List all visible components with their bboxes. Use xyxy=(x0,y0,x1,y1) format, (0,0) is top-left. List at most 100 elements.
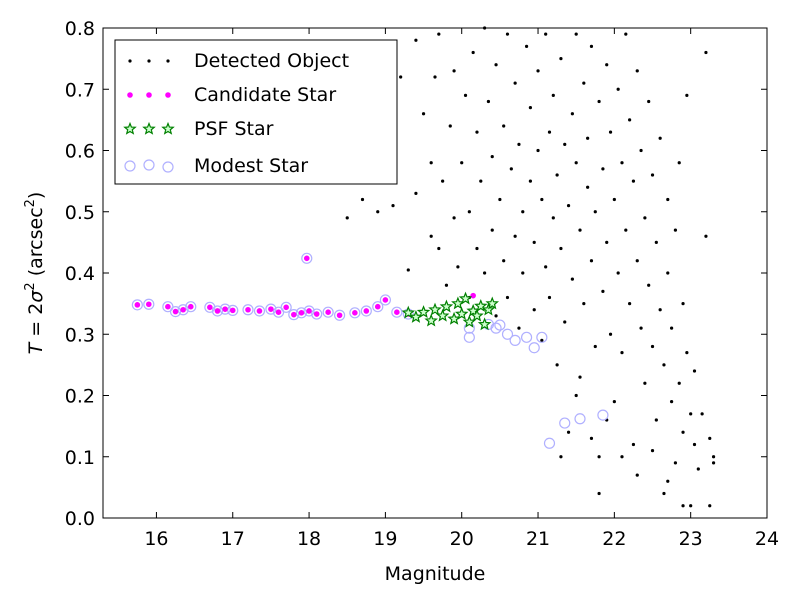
x-axis-ticks: 16 17 18 19 20 21 22 23 24 xyxy=(144,28,779,550)
detected-object-point xyxy=(689,504,693,508)
detected-object-point xyxy=(666,197,670,202)
detected-object-point xyxy=(704,234,708,238)
detected-object-point xyxy=(624,228,628,232)
detected-object-point xyxy=(406,268,410,272)
detected-object-point xyxy=(616,271,620,275)
detected-object-point xyxy=(532,308,536,312)
detected-object-point xyxy=(559,57,563,61)
detected-object-point xyxy=(345,216,349,220)
x-tick-label: 16 xyxy=(144,528,168,550)
detected-object-point xyxy=(635,473,639,477)
y-axis-label: T = 2σ2 (arcsec2) xyxy=(23,192,47,355)
detected-object-point xyxy=(566,204,571,208)
candidate-star-point xyxy=(306,308,312,314)
candidate-star-point xyxy=(325,309,331,316)
detected-object-point xyxy=(658,136,662,140)
x-tick-label: 20 xyxy=(450,528,474,550)
modest-star-point xyxy=(131,299,143,311)
legend-marker-candidate xyxy=(127,92,171,98)
detected-object-point xyxy=(639,326,643,330)
detected-object-point xyxy=(593,344,597,349)
modest-star-point xyxy=(242,304,254,316)
detected-object-point xyxy=(483,271,487,275)
candidate-star-point xyxy=(275,309,282,316)
detected-object-point xyxy=(711,461,716,465)
detected-object-point xyxy=(505,295,510,300)
detected-object-point xyxy=(700,412,704,416)
candidate-star-point xyxy=(470,292,476,299)
detected-object-point xyxy=(574,161,578,165)
detected-object-point xyxy=(494,63,498,67)
psf-star-point xyxy=(485,296,500,310)
y-axis-label-T: T xyxy=(25,341,47,354)
detected-object-point xyxy=(593,210,597,214)
psf-star-point xyxy=(428,302,442,316)
detected-object-point xyxy=(628,302,632,306)
detected-object-point xyxy=(612,400,616,404)
modest-star-point xyxy=(211,305,224,317)
modest-star-point xyxy=(574,413,586,425)
x-tick-label: 21 xyxy=(526,528,550,550)
y-tick-label: 0.0 xyxy=(65,508,95,530)
psf-star-point xyxy=(435,308,450,322)
legend-dot xyxy=(127,92,133,98)
y-tick-label: 0.6 xyxy=(65,141,95,163)
detected-object-point xyxy=(681,504,685,508)
candidate-star-point xyxy=(172,308,179,315)
psf-star-point xyxy=(477,317,492,331)
candidate-star-point xyxy=(374,303,381,310)
detected-object-point xyxy=(639,148,643,153)
y-axis-label-eq: = 2 xyxy=(25,303,47,343)
legend-dot xyxy=(146,92,152,98)
modest-star-series xyxy=(131,252,609,449)
detected-object-point xyxy=(650,344,655,349)
legend-star xyxy=(123,121,137,135)
detected-object-point xyxy=(692,369,697,373)
detected-object-point xyxy=(399,75,403,79)
detected-object-point xyxy=(608,130,613,134)
detected-object-point xyxy=(555,173,559,177)
y-tick-label: 0.4 xyxy=(65,263,95,285)
detected-object-point xyxy=(490,228,494,232)
modest-star-point xyxy=(543,437,556,449)
psf-star-point xyxy=(447,311,461,325)
candidate-star-point xyxy=(336,312,343,319)
detected-object-point xyxy=(597,491,601,496)
y-axis-label-sigma: σ xyxy=(25,290,47,303)
x-axis-label: Magnitude xyxy=(385,563,486,585)
detected-object-point xyxy=(563,142,567,146)
detected-object-point xyxy=(463,93,468,97)
detected-object-point xyxy=(708,504,712,508)
detected-object-point xyxy=(551,216,555,220)
detected-object-point xyxy=(429,234,433,238)
candidate-star-point xyxy=(165,303,171,310)
detected-object-point xyxy=(391,204,395,208)
detected-object-point xyxy=(452,69,456,73)
modest-star-point xyxy=(322,306,334,318)
detected-object-point xyxy=(524,44,529,48)
modest-star-point xyxy=(372,301,384,313)
modest-star-point xyxy=(253,305,266,317)
y-tick-label: 0.7 xyxy=(65,79,95,101)
legend-marker-psf xyxy=(123,121,175,135)
detected-object-point xyxy=(444,283,449,287)
candidate-star-point xyxy=(303,255,310,262)
candidate-star-point xyxy=(229,307,236,314)
detected-object-point xyxy=(505,32,510,36)
modest-star-point xyxy=(169,305,182,318)
psf-star-point xyxy=(409,309,423,323)
detected-object-point xyxy=(685,93,689,97)
modest-star-point xyxy=(501,328,514,340)
psf-star-point xyxy=(424,313,438,327)
y-axis-label-unit-exp: 2 xyxy=(23,199,38,207)
detected-object-point xyxy=(586,185,590,189)
detected-object-point xyxy=(559,246,563,251)
psf-star-point xyxy=(451,296,465,310)
detected-object-point xyxy=(666,479,670,483)
modest-star-point xyxy=(528,342,540,354)
detected-object-point xyxy=(509,167,513,171)
detected-object-point xyxy=(620,161,624,165)
detected-object-point xyxy=(708,436,712,440)
legend-marker-detected xyxy=(128,59,170,63)
detected-object-point xyxy=(360,197,365,202)
